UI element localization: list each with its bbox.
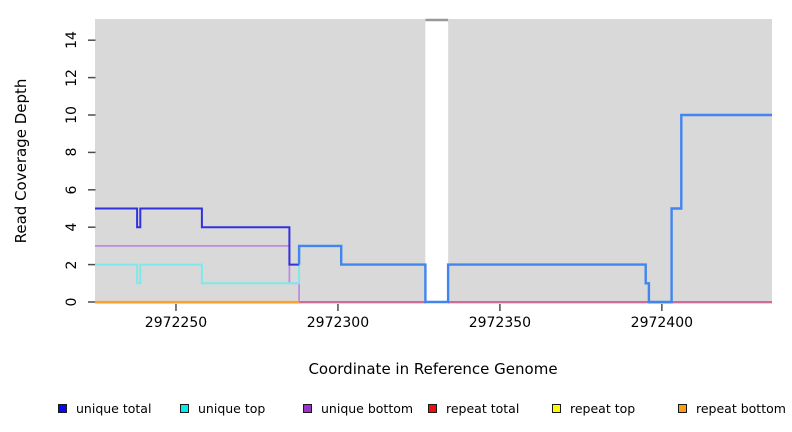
x-tick-label: 2972250 (144, 315, 208, 331)
y-tick-label: 6 (64, 185, 80, 195)
legend-label: repeat top (570, 400, 636, 416)
x-axis-title: Coordinate in Reference Genome (308, 360, 558, 378)
legend-label: unique bottom (321, 400, 414, 416)
legend-swatch-icon (428, 403, 437, 413)
legend-item: unique total (58, 400, 152, 416)
y-tick-label: 14 (64, 31, 80, 50)
legend-item: repeat bottom (678, 400, 786, 416)
masked-region (425, 8, 449, 304)
legend-swatch-icon (303, 403, 312, 413)
y-tick-label: 10 (64, 106, 80, 124)
legend-label: unique total (76, 400, 152, 416)
legend-swatch-icon (678, 403, 687, 413)
series-line-unique-top (95, 245, 301, 285)
y-tick-label: 12 (64, 68, 80, 87)
y-tick-label: 8 (64, 147, 80, 157)
panel-right (448, 19, 772, 304)
legend-label: repeat total (446, 400, 520, 416)
y-tick-label: 4 (64, 222, 80, 232)
y-tick-label: 0 (64, 297, 80, 307)
panel-left (95, 19, 426, 304)
y-axis-title: Read Coverage Depth (12, 78, 30, 244)
x-tick-label: 2972400 (630, 315, 694, 331)
y-tick-label: 2 (64, 260, 80, 270)
legend-swatch-icon (180, 403, 189, 413)
series-line-unique-total-unique-top (297, 113, 772, 304)
legend-swatch-icon (58, 403, 67, 413)
legend-item: unique bottom (303, 400, 414, 416)
legend-item: repeat total (428, 400, 520, 416)
x-tick-label: 2972300 (306, 315, 370, 331)
legend-label: unique top (198, 400, 266, 416)
legend-label: repeat bottom (696, 400, 786, 416)
series-line-unique-total (95, 207, 300, 266)
legend-item: unique top (180, 400, 266, 416)
legend-swatch-icon (552, 403, 561, 413)
x-tick-label: 2972350 (468, 315, 532, 331)
legend-item: repeat top (552, 400, 636, 416)
